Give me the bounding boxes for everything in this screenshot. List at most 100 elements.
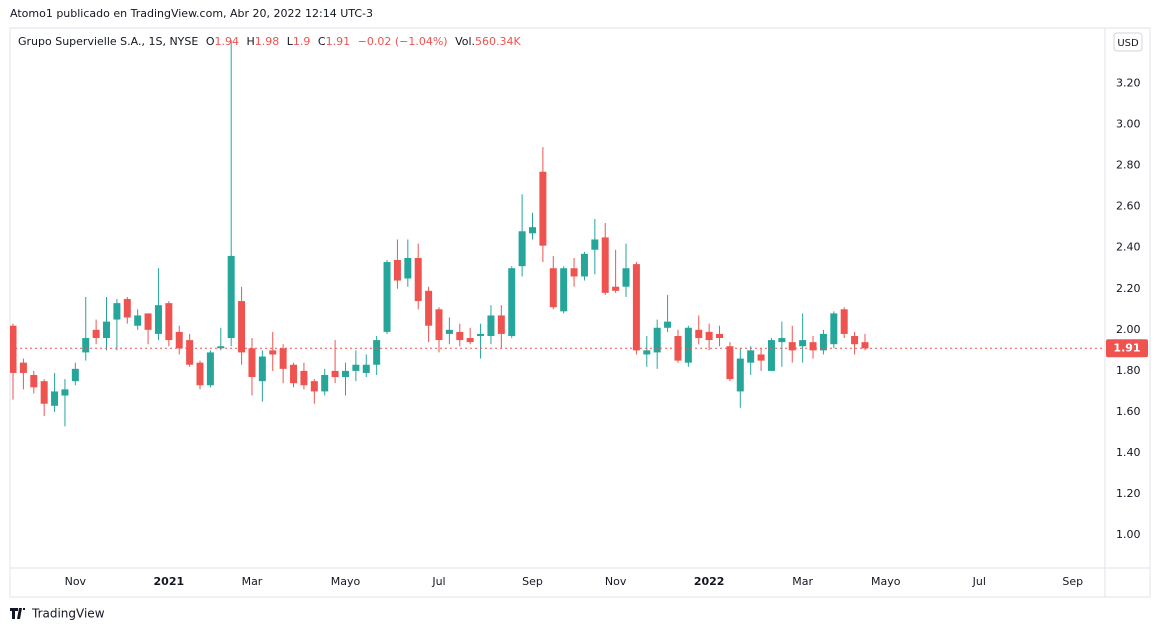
candle-body [165, 303, 173, 341]
candle-body [851, 335, 859, 345]
candle-body [238, 301, 246, 353]
candle-body [497, 315, 505, 334]
candle-body [570, 268, 578, 277]
candle-body [10, 325, 17, 373]
y-tick-label: 1.00 [1116, 528, 1141, 541]
x-tick-label: Mayo [331, 575, 361, 588]
x-tick-label: Sep [522, 575, 543, 588]
candle-body [560, 268, 568, 312]
legend-label: Vol. [455, 35, 475, 48]
candle-body [830, 313, 838, 345]
legend-label: C [318, 35, 326, 48]
candle-body [632, 264, 640, 351]
candle-body [248, 348, 256, 378]
candle-body [612, 286, 620, 291]
candle-body [425, 290, 433, 326]
candle-body [290, 364, 298, 384]
candle-body [539, 171, 547, 246]
candle-body [736, 358, 744, 392]
plot-area [10, 40, 869, 427]
x-tick-label: Sep [1062, 575, 1083, 588]
x-tick-label: Mar [242, 575, 263, 588]
candle-body [383, 262, 391, 332]
y-tick-label: 1.20 [1116, 487, 1141, 500]
candle-body [674, 335, 682, 361]
y-tick-label: 3.00 [1116, 118, 1141, 131]
x-tick-label: 2021 [154, 575, 185, 588]
candle-body [92, 329, 100, 339]
last-price-badge [1106, 339, 1148, 358]
candle-body [622, 268, 630, 287]
candle-body [144, 313, 152, 330]
candle-body [362, 364, 370, 373]
candle-body [331, 370, 339, 378]
y-tick-label: 2.00 [1116, 323, 1141, 336]
x-tick-label: Nov [605, 575, 627, 588]
currency-button[interactable] [1113, 32, 1143, 52]
currency-label[interactable]: USD [1117, 38, 1139, 49]
y-tick-label: 1.80 [1116, 364, 1141, 377]
candle-body [134, 315, 142, 326]
brand: TradingView [10, 607, 105, 621]
candle-body [477, 333, 485, 336]
candle-body [747, 350, 755, 363]
candle-body [404, 257, 412, 279]
candle-body [393, 260, 401, 281]
candle-body [767, 340, 775, 371]
candle-body [258, 356, 266, 382]
candle-body [788, 342, 796, 351]
candle-body [466, 338, 474, 343]
candle-body [435, 309, 443, 341]
x-tick-label: Nov [65, 575, 87, 588]
brand-logo [10, 608, 25, 619]
candle-body [227, 255, 235, 339]
candle-body [757, 354, 765, 361]
brand-name: TradingView [31, 607, 105, 621]
candle-body [40, 381, 48, 404]
candle-body [819, 333, 827, 351]
legend-label: O [206, 35, 215, 48]
x-tick-label: Jul [431, 575, 445, 588]
candle-body [778, 338, 786, 343]
candle-body [840, 309, 848, 334]
last-price-label: 1.91 [1113, 341, 1140, 354]
candle-body [716, 333, 724, 339]
candle-body [154, 305, 162, 334]
candle-body [705, 331, 713, 341]
legend-label: H [247, 35, 255, 48]
candle-body [279, 348, 287, 369]
candle-body [123, 299, 131, 318]
candle-body [601, 237, 609, 293]
legend-value: 1.91 [326, 35, 351, 48]
candle-body [456, 331, 464, 341]
candle-body [310, 381, 318, 392]
legend-label: L [287, 35, 294, 48]
candle-body [508, 268, 516, 336]
candle-body [352, 364, 360, 371]
candle-body [19, 362, 27, 373]
candle-body [300, 370, 308, 386]
x-tick-label: 2022 [694, 575, 725, 588]
symbol: Grupo Supervielle S.A., 1S, NYSE [18, 35, 198, 48]
y-tick-label: 2.80 [1116, 159, 1141, 172]
chart-frame [9, 27, 1151, 598]
candle-body [61, 389, 69, 396]
y-tick-label: 2.60 [1116, 200, 1141, 213]
candle-body [217, 346, 225, 349]
candle-body [206, 352, 214, 386]
candle-body [591, 239, 599, 250]
candle-body [580, 253, 588, 277]
y-tick-label: 1.60 [1116, 405, 1141, 418]
candle-body [518, 231, 526, 267]
candle-body [113, 303, 121, 320]
legend-value: 1.98 [255, 35, 280, 48]
candle-body [549, 268, 557, 308]
candle-body [196, 362, 204, 386]
candle-body [809, 342, 817, 351]
legend-change: −0.02 (−1.04%) [358, 35, 448, 48]
y-tick-label: 2.20 [1116, 282, 1141, 295]
candle-body [643, 350, 651, 355]
legend-volume: 560.34K [475, 35, 521, 48]
candle-body [71, 368, 79, 382]
